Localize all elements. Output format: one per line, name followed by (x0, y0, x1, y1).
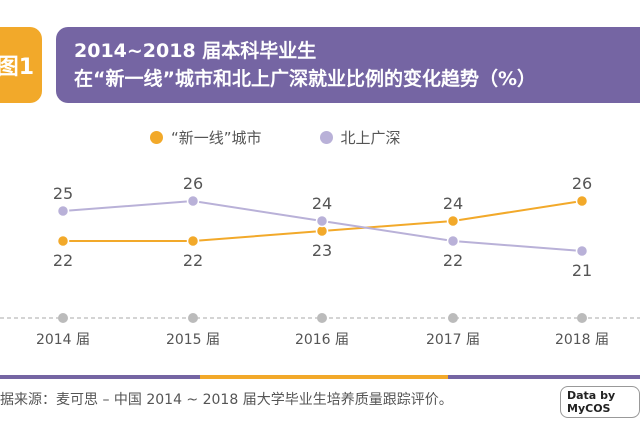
x-tick-dot (188, 313, 198, 323)
legend: “新一线”城市 北上广深 (150, 127, 401, 148)
data-label: 26 (572, 174, 592, 193)
divider-purple-right (448, 375, 640, 379)
x-tick-label: 2018 届 (555, 332, 609, 348)
data-point (575, 194, 589, 208)
divider-purple-left (0, 375, 200, 379)
x-tick-label: 2017 届 (426, 332, 480, 348)
chart-title: 2014~2018 届本科毕业生 在“新一线”城市和北上广深就业比例的变化趋势（… (56, 27, 640, 103)
legend-dot-orange-icon (150, 131, 163, 144)
title-line-2: 在“新一线”城市和北上广深就业比例的变化趋势（%） (74, 68, 537, 90)
x-tick-label: 2014 届 (36, 332, 90, 348)
legend-label: “新一线”城市 (171, 129, 262, 147)
legend-label: 北上广深 (340, 129, 401, 147)
x-tick-dot (317, 313, 327, 323)
data-point (575, 244, 589, 258)
data-label: 21 (572, 261, 592, 280)
x-tick-dot (58, 313, 68, 323)
data-point (56, 204, 70, 218)
data-label: 26 (183, 174, 203, 193)
x-tick-dot (577, 313, 587, 323)
legend-item-bsgs: 北上广深 (319, 127, 401, 148)
data-label: 22 (53, 251, 73, 270)
line-chart: 2014 届 2015 届 2016 届 2017 届 2018 届 22 22 23 24 26… (0, 174, 640, 348)
data-label: 22 (183, 251, 203, 270)
data-label: 23 (312, 241, 332, 260)
data-point (315, 214, 329, 228)
data-label: 22 (443, 251, 463, 270)
title-line-1: 2014~2018 届本科毕业生 (74, 40, 317, 62)
data-point (186, 234, 200, 248)
data-label: 24 (312, 194, 332, 213)
legend-dot-purple-icon (319, 131, 333, 144)
figure-badge: 图1 (0, 27, 42, 103)
source-note: 据来源：麦可思 – 中国 2014 ~ 2018 届大学毕业生培养质量跟踪评价。 (0, 392, 453, 408)
data-point (446, 214, 460, 228)
data-label: 25 (53, 184, 73, 203)
x-tick-dot (448, 313, 458, 323)
divider-orange (200, 375, 448, 379)
data-point (186, 194, 200, 208)
data-point (56, 234, 70, 248)
mycos-logo: Data by MyCOS (560, 386, 640, 418)
x-tick-label: 2016 届 (295, 332, 349, 348)
data-point (446, 234, 460, 248)
legend-item-new-tier1: “新一线”城市 (150, 127, 262, 148)
data-label: 24 (443, 194, 463, 213)
x-tick-label: 2015 届 (166, 332, 220, 348)
